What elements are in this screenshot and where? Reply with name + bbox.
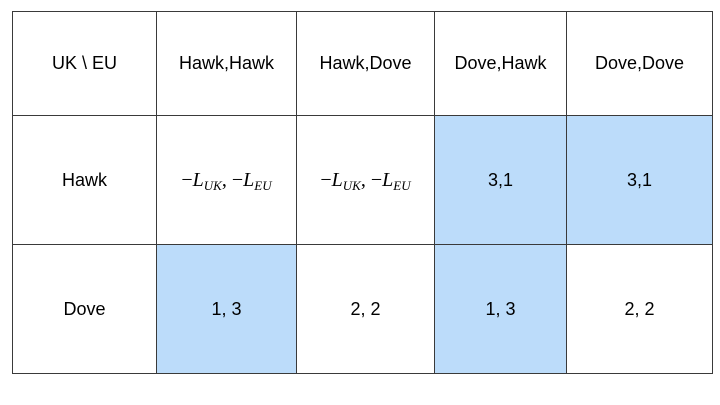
- payoff-cell-highlighted: 1, 3: [434, 244, 567, 374]
- column-header-hawk-hawk: Hawk,Hawk: [156, 11, 297, 116]
- table-row-hawk: Hawk −LUK, −LEU −LUK, −LEU 3,1 3,1: [12, 115, 713, 245]
- corner-cell: UK \ EU: [12, 11, 157, 116]
- payoff-cell: −LUK, −LEU: [296, 115, 435, 245]
- column-header-dove-hawk: Dove,Hawk: [434, 11, 567, 116]
- payoff-cell-highlighted: 3,1: [434, 115, 567, 245]
- table-row-dove: Dove 1, 3 2, 2 1, 3 2, 2: [12, 244, 713, 374]
- payoff-cell: −LUK, −LEU: [156, 115, 297, 245]
- payoff-cell: 2, 2: [296, 244, 435, 374]
- payoff-matrix: UK \ EU Hawk,Hawk Hawk,Dove Dove,Hawk Do…: [12, 11, 713, 374]
- payoff-cell-highlighted: 3,1: [566, 115, 713, 245]
- header-row: UK \ EU Hawk,Hawk Hawk,Dove Dove,Hawk Do…: [12, 11, 713, 116]
- payoff-formula: −LUK, −LEU: [320, 168, 411, 193]
- payoff-cell: 2, 2: [566, 244, 713, 374]
- row-header-dove: Dove: [12, 244, 157, 374]
- column-header-hawk-dove: Hawk,Dove: [296, 11, 435, 116]
- payoff-formula: −LUK, −LEU: [181, 168, 272, 193]
- column-header-dove-dove: Dove,Dove: [566, 11, 713, 116]
- row-header-hawk: Hawk: [12, 115, 157, 245]
- payoff-cell-highlighted: 1, 3: [156, 244, 297, 374]
